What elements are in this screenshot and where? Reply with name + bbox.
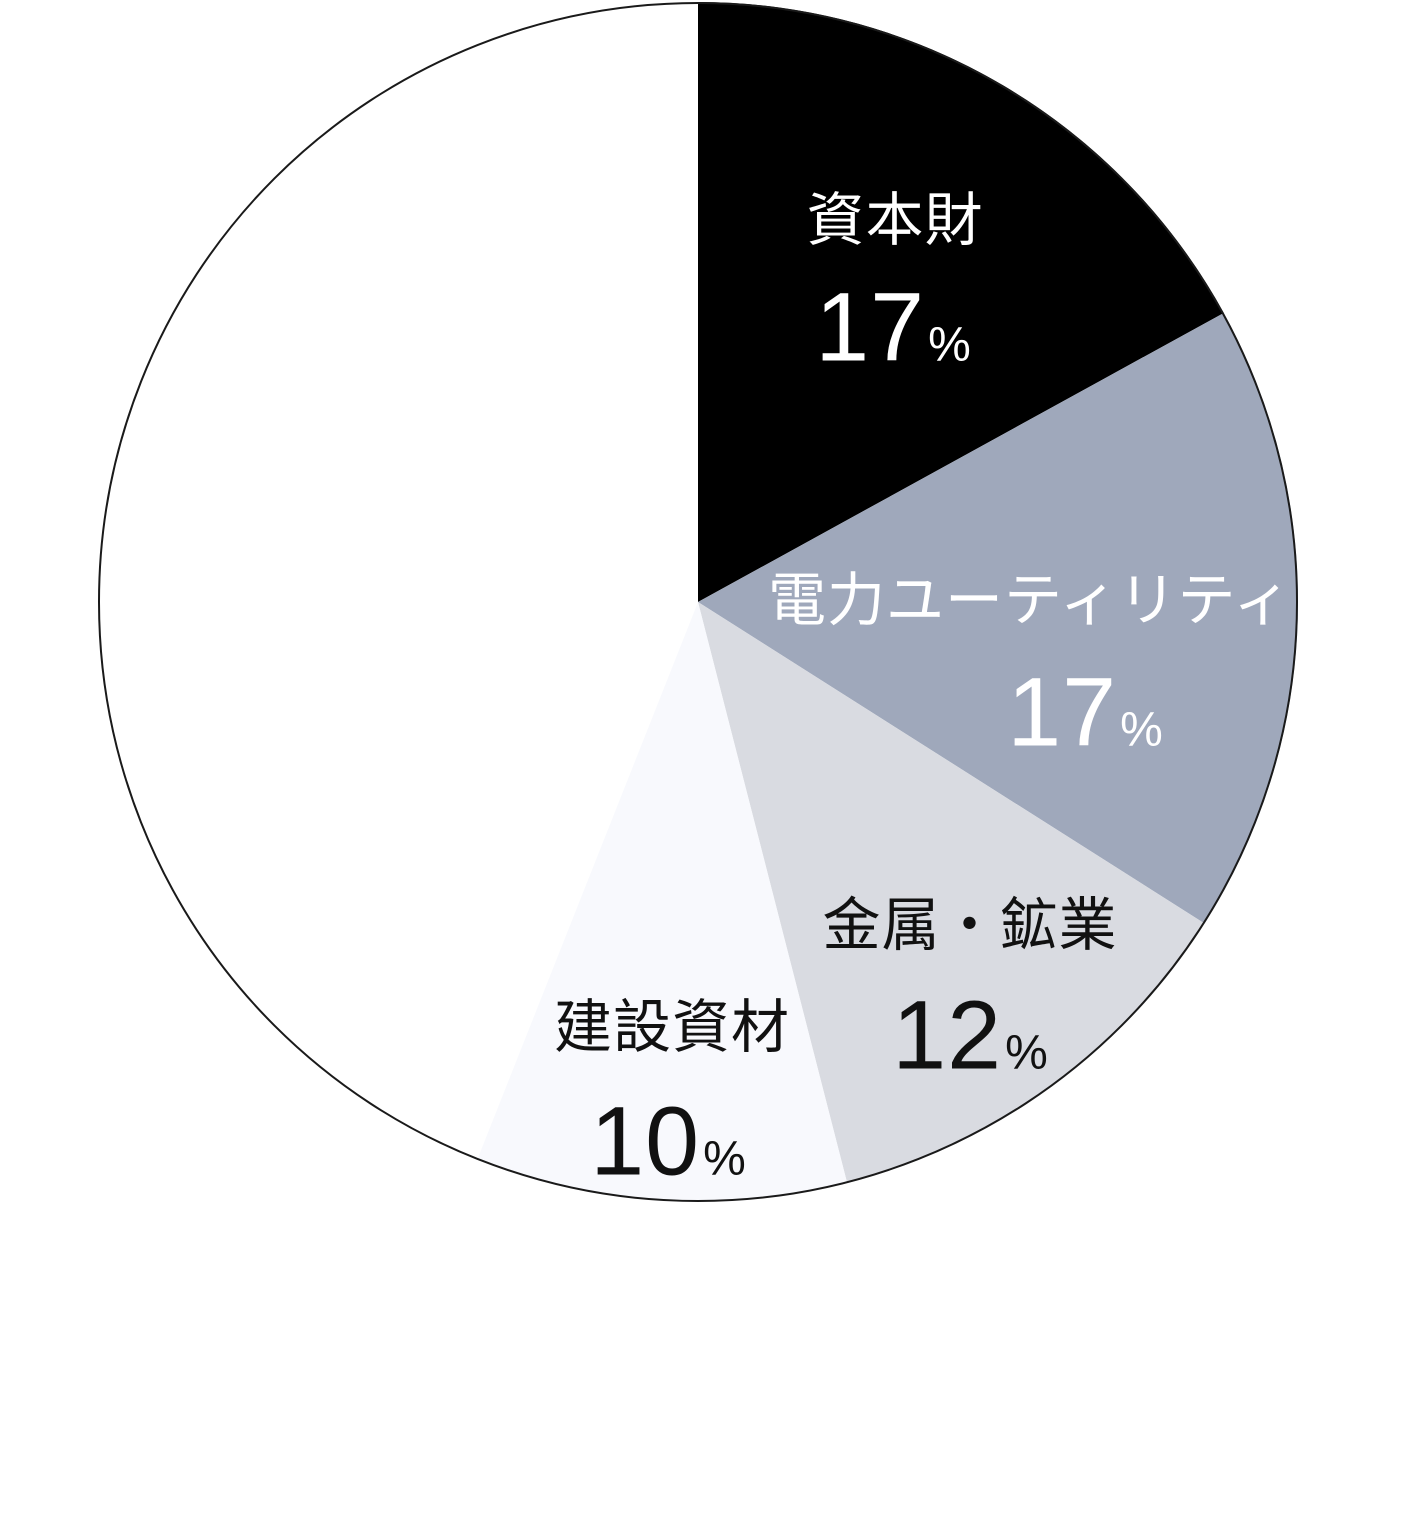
pie-outline-ring: [98, 2, 1298, 1202]
pie-slice-1: [698, 312, 1298, 924]
pie-slice-2: [698, 602, 1205, 1184]
pie-slice-4: [97, 2, 698, 1160]
pie-slice-3: [477, 602, 848, 1203]
